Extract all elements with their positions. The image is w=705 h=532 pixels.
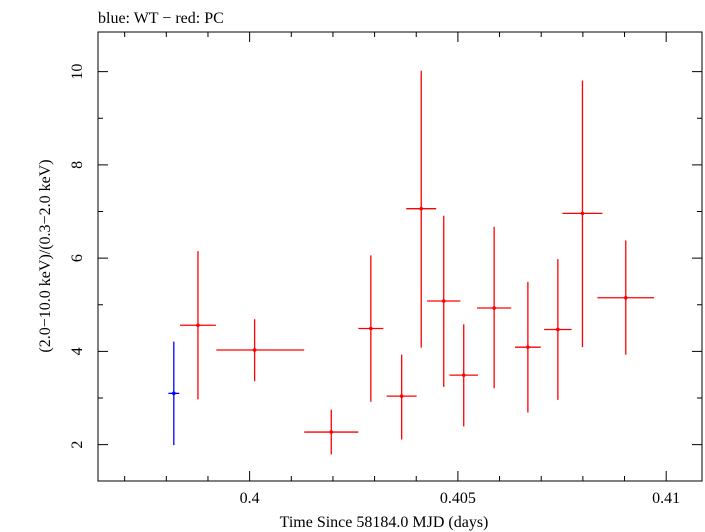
series-wt <box>168 341 180 446</box>
data-point <box>386 354 417 440</box>
chart-title: blue: WT − red: PC <box>98 10 224 27</box>
point-marker <box>172 391 176 396</box>
data-point <box>304 409 359 455</box>
point-marker <box>399 394 404 398</box>
point-marker <box>492 306 496 310</box>
data-point <box>562 80 603 348</box>
point-marker <box>419 206 424 211</box>
point-marker <box>580 211 585 216</box>
point-marker <box>196 323 200 328</box>
data-point <box>216 319 305 382</box>
point-marker <box>556 327 560 332</box>
series-pc <box>180 70 655 455</box>
data-point <box>597 240 655 355</box>
x-tick-label: 0.41 <box>652 490 680 507</box>
point-marker <box>461 373 466 377</box>
point-marker <box>329 430 334 434</box>
data-point <box>477 226 512 389</box>
point-marker <box>526 345 530 349</box>
y-tick-label: 8 <box>69 161 86 169</box>
data-points <box>168 70 655 455</box>
data-point <box>358 255 384 402</box>
x-axis-label: Time Since 58184.0 MJD (days) <box>280 514 489 531</box>
plot-frame <box>97 31 703 482</box>
point-marker <box>252 348 257 352</box>
data-point <box>180 251 216 400</box>
x-tick-label: 0.4 <box>240 490 260 507</box>
point-marker <box>369 326 373 331</box>
y-axis-label: (2.0−10.0 keV)/(0.3−2.0 keV) <box>37 159 54 352</box>
data-point <box>427 215 461 387</box>
y-tick-label: 6 <box>69 254 86 262</box>
point-marker <box>623 295 628 300</box>
data-point <box>449 324 478 427</box>
axis-ticks: 0.4 0.405 0.41 2 4 6 8 10 <box>69 32 702 507</box>
point-marker <box>441 299 446 303</box>
y-tick-label: 2 <box>69 441 86 449</box>
x-tick-label: 0.405 <box>440 490 476 507</box>
data-point <box>514 281 541 413</box>
data-point <box>544 259 572 400</box>
y-tick-label: 4 <box>69 347 86 355</box>
data-point <box>168 341 180 446</box>
y-tick-label: 10 <box>69 64 86 80</box>
data-point <box>406 70 437 348</box>
